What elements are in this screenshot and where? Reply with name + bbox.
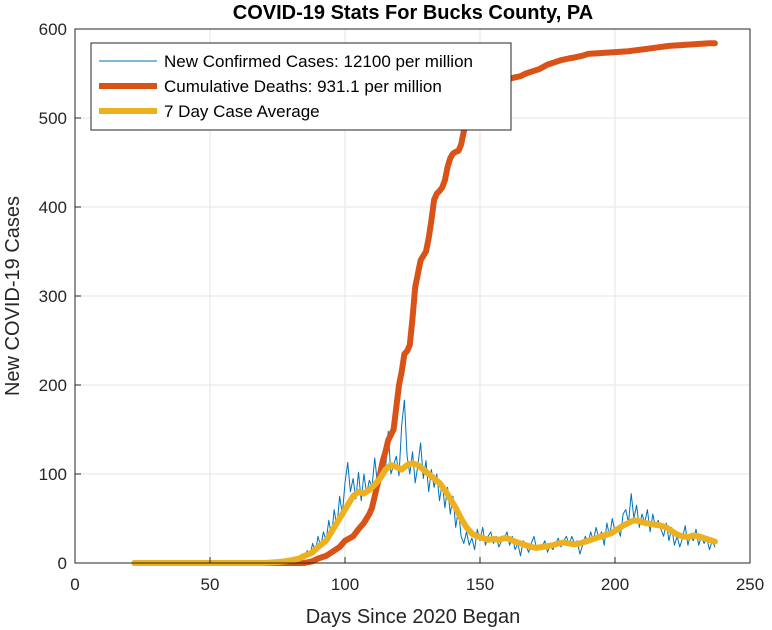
series-line-2 bbox=[131, 40, 718, 566]
y-axis-label: New COVID-19 Cases bbox=[2, 196, 24, 396]
axis-ticks: 0 50 100 150 200 250 0 100 200 300 400 500 600 bbox=[39, 20, 765, 594]
y-tick-label: 300 bbox=[39, 287, 67, 306]
y-tick-label: 0 bbox=[58, 554, 67, 573]
plot-area bbox=[131, 40, 718, 566]
legend-box bbox=[90, 42, 512, 131]
y-tick-label: 200 bbox=[39, 376, 67, 395]
y-tick-label: 100 bbox=[39, 465, 67, 484]
series-line-3 bbox=[131, 460, 718, 566]
x-tick-label: 50 bbox=[201, 575, 220, 594]
x-tick-label: 250 bbox=[736, 575, 764, 594]
x-tick-label: 100 bbox=[331, 575, 359, 594]
x-tick-label: 0 bbox=[70, 575, 79, 594]
legend: New Confirmed Cases: 12100 per million Cu… bbox=[90, 42, 512, 131]
legend-entry: Cumulative Deaths: 931.1 per million bbox=[164, 77, 442, 96]
y-tick-label: 500 bbox=[39, 109, 67, 128]
x-tick-label: 150 bbox=[466, 575, 494, 594]
legend-entry: 7 Day Case Average bbox=[164, 102, 320, 121]
y-tick-label: 600 bbox=[39, 20, 67, 39]
x-axis-label: Days Since 2020 Began bbox=[306, 606, 521, 628]
chart-title: COVID-19 Stats For Bucks County, PA bbox=[233, 2, 593, 24]
x-tick-label: 200 bbox=[601, 575, 629, 594]
y-tick-label: 400 bbox=[39, 198, 67, 217]
legend-entry: New Confirmed Cases: 12100 per million bbox=[164, 52, 473, 71]
